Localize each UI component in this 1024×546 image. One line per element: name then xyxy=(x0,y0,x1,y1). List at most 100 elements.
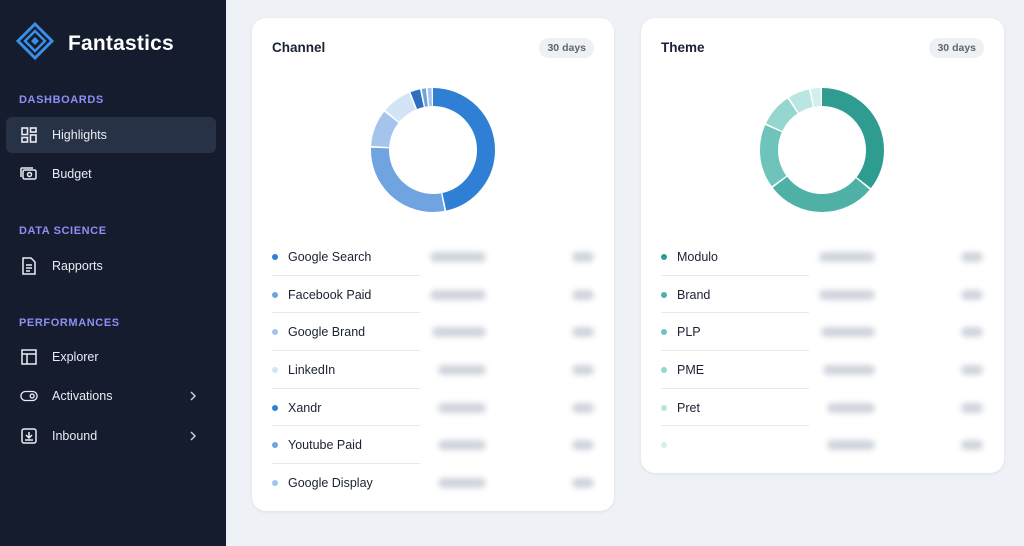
inbox-icon xyxy=(20,427,38,445)
redacted-value xyxy=(819,289,875,300)
row-divider xyxy=(661,425,809,427)
redacted-share xyxy=(572,402,594,413)
donut-segment[interactable] xyxy=(371,88,495,212)
donut-segment[interactable] xyxy=(760,88,884,212)
redacted-share xyxy=(961,440,983,451)
sidebar-item-label: Inbound xyxy=(52,429,98,443)
legend-label: Xandr xyxy=(288,400,322,415)
redacted-value xyxy=(827,402,875,413)
redacted-value xyxy=(438,440,486,451)
diamond-logo-icon xyxy=(15,21,55,65)
redacted-value xyxy=(438,365,486,376)
money-icon xyxy=(20,165,38,183)
legend-label: Google Brand xyxy=(288,325,366,340)
redacted-value xyxy=(819,252,875,262)
card-title: Theme xyxy=(661,40,705,55)
redacted-share xyxy=(961,327,983,338)
legend-label: Pret xyxy=(677,400,700,415)
legend-dot xyxy=(272,479,278,486)
legend-label: Brand xyxy=(677,287,711,302)
report-document-icon xyxy=(20,257,38,275)
redacted-share xyxy=(961,252,983,262)
row-divider xyxy=(272,463,420,465)
legend-label: PME xyxy=(677,362,705,377)
redacted-share xyxy=(572,440,594,451)
sidebar-item-highlights[interactable]: Highlights xyxy=(6,117,216,153)
legend-row[interactable] xyxy=(661,426,984,464)
row-divider xyxy=(272,425,420,427)
legend-label: Modulo xyxy=(677,249,718,264)
redacted-value xyxy=(438,478,486,489)
row-divider xyxy=(272,312,420,314)
app-name: Fantastics xyxy=(68,31,174,55)
channel-donut-chart xyxy=(371,88,495,212)
redacted-share xyxy=(961,365,983,376)
legend-dot xyxy=(272,366,278,373)
legend-dot xyxy=(272,442,278,449)
brand[interactable]: Fantastics xyxy=(15,21,174,65)
period-badge[interactable]: 30 days xyxy=(539,38,594,58)
redacted-share xyxy=(572,365,594,376)
sidebar-item-label: Rapports xyxy=(52,259,103,273)
row-divider xyxy=(272,274,420,276)
donut-segment[interactable] xyxy=(371,88,495,212)
sidebar-item-rapports[interactable]: Rapports xyxy=(6,248,216,284)
dashboard-grid-icon xyxy=(20,126,38,144)
donut-segment[interactable] xyxy=(760,88,884,212)
legend-dot xyxy=(272,291,278,298)
legend-row[interactable]: Modulo xyxy=(661,238,984,276)
sidebar-item-inbound[interactable]: Inbound xyxy=(6,418,216,454)
redacted-value xyxy=(432,327,486,338)
legend-row[interactable]: Pret xyxy=(661,389,984,427)
sidebar-item-budget[interactable]: Budget xyxy=(6,156,216,192)
legend-row[interactable]: Brand xyxy=(661,276,984,314)
chevron-right-icon[interactable] xyxy=(186,428,200,444)
channel-legend-list: Google Search Facebook Paid Google Brand Li… xyxy=(272,238,594,502)
table-icon xyxy=(20,348,38,366)
row-divider xyxy=(661,312,809,314)
legend-row[interactable]: PLP xyxy=(661,313,984,352)
legend-dot xyxy=(661,404,667,411)
card-title: Channel xyxy=(272,40,326,55)
legend-label: PLP xyxy=(677,325,701,340)
legend-row[interactable]: Xandr xyxy=(272,389,594,427)
chevron-right-icon[interactable] xyxy=(186,388,200,404)
row-divider xyxy=(661,274,809,276)
sidebar-item-explorer[interactable]: Explorer xyxy=(6,339,216,375)
legend-row[interactable]: PME xyxy=(661,351,984,389)
theme-card: Theme 30 days Modulo Brand PLP PME Pret xyxy=(641,18,1004,473)
toggle-icon xyxy=(20,387,38,405)
legend-label: Facebook Paid xyxy=(288,287,372,302)
row-divider xyxy=(661,350,809,352)
legend-row[interactable]: Facebook Paid xyxy=(272,276,594,314)
section-title-dashboards: DASHBOARDS xyxy=(19,94,104,106)
redacted-share xyxy=(572,252,594,262)
legend-dot xyxy=(661,291,667,298)
legend-dot xyxy=(661,253,667,260)
redacted-value xyxy=(827,440,875,451)
sidebar-item-activations[interactable]: Activations xyxy=(6,378,216,414)
row-divider xyxy=(661,387,809,389)
period-badge[interactable]: 30 days xyxy=(929,38,984,58)
redacted-share xyxy=(961,402,983,413)
legend-dot xyxy=(661,329,667,336)
donut-segment[interactable] xyxy=(760,88,884,212)
redacted-value xyxy=(438,402,486,413)
redacted-value xyxy=(821,327,875,338)
legend-dot xyxy=(272,329,278,336)
sidebar-item-label: Activations xyxy=(52,389,113,403)
legend-dot xyxy=(661,442,667,449)
row-divider xyxy=(272,350,420,352)
sidebar-item-label: Explorer xyxy=(52,350,99,364)
legend-row[interactable]: LinkedIn xyxy=(272,351,594,389)
row-divider xyxy=(272,387,420,389)
legend-row[interactable]: Youtube Paid xyxy=(272,426,594,465)
sidebar: Fantastics DASHBOARDS Highlights Budget … xyxy=(0,0,226,546)
legend-row[interactable]: Google Brand xyxy=(272,313,594,352)
redacted-share xyxy=(961,289,983,300)
legend-row[interactable]: Google Search xyxy=(272,238,594,276)
legend-row[interactable]: Google Display xyxy=(272,464,594,502)
theme-legend-list: Modulo Brand PLP PME Pret xyxy=(661,238,984,464)
legend-dot xyxy=(272,404,278,411)
legend-label: Google Search xyxy=(288,249,372,264)
